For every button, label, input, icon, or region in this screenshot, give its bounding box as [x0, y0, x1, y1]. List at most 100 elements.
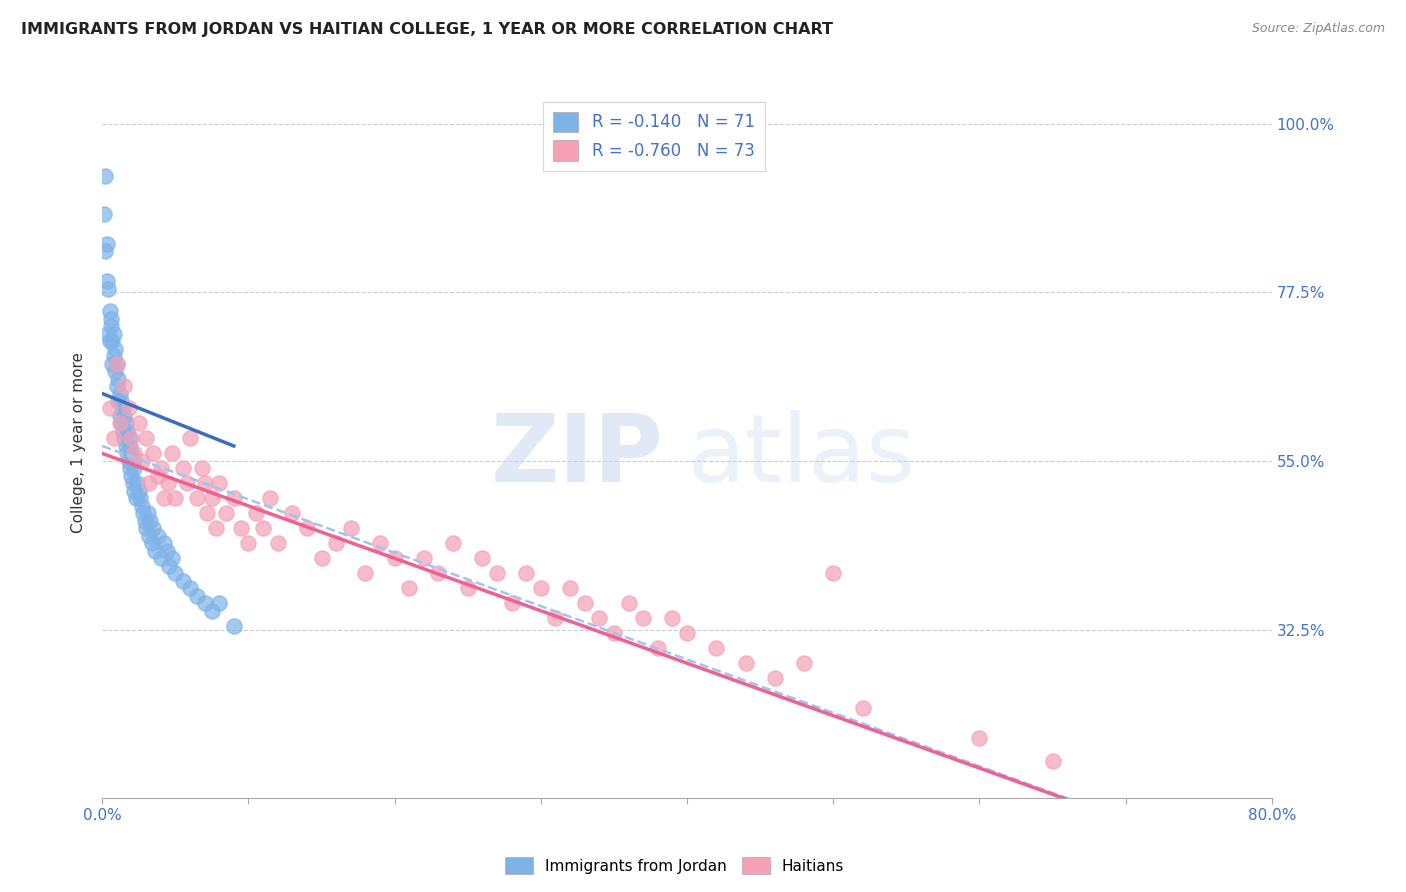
Point [98, 401, 121, 416]
Point [115, 424, 138, 438]
Point [142, 521, 165, 535]
Point [124, 483, 146, 498]
Point [120, 446, 142, 460]
Point [97, 326, 120, 341]
Point [281, 507, 304, 521]
Point [120, 432, 142, 446]
Point [122, 476, 145, 491]
Point [172, 574, 194, 588]
Point [558, 582, 581, 596]
Point [471, 551, 494, 566]
Point [661, 611, 683, 625]
Point [112, 379, 135, 393]
Point [110, 394, 132, 409]
Point [105, 357, 128, 371]
Point [105, 379, 128, 393]
Text: ZIP: ZIP [491, 410, 664, 502]
Point [515, 566, 537, 581]
Point [763, 671, 786, 685]
Point [114, 439, 136, 453]
Point [427, 566, 450, 581]
Point [100, 311, 122, 326]
Point [134, 514, 156, 528]
Point [110, 417, 132, 431]
Point [325, 536, 347, 550]
Point [135, 432, 157, 446]
Point [354, 566, 377, 581]
Point [132, 507, 155, 521]
Text: atlas: atlas [688, 410, 915, 502]
Point [179, 582, 201, 596]
Point [186, 589, 208, 603]
Text: Source: ZipAtlas.com: Source: ZipAtlas.com [1251, 22, 1385, 36]
Point [104, 342, 127, 356]
Point [384, 551, 406, 566]
Point [190, 461, 212, 475]
Point [103, 326, 125, 341]
Point [734, 657, 756, 671]
Point [131, 454, 153, 468]
Point [117, 454, 139, 468]
Point [676, 626, 699, 640]
Point [155, 544, 177, 558]
Point [129, 491, 152, 506]
Point [176, 476, 198, 491]
Point [201, 491, 224, 506]
Point [96, 236, 118, 251]
Point [530, 582, 553, 596]
Point [135, 521, 157, 535]
Point [152, 491, 174, 506]
Point [259, 491, 281, 506]
Point [117, 401, 139, 416]
Point [238, 536, 260, 550]
Point [193, 476, 215, 491]
Point [603, 626, 626, 640]
Point [179, 432, 201, 446]
Point [588, 611, 610, 625]
Y-axis label: College, 1 year or more: College, 1 year or more [72, 351, 86, 533]
Point [647, 641, 669, 656]
Point [127, 476, 149, 491]
Point [114, 417, 136, 431]
Point [544, 611, 567, 625]
Point [152, 536, 174, 550]
Point [162, 551, 184, 566]
Point [94, 169, 117, 184]
Point [111, 424, 134, 438]
Point [1042, 754, 1064, 768]
Point [162, 446, 184, 460]
Point [186, 491, 208, 506]
Point [215, 507, 238, 521]
Point [120, 469, 142, 483]
Point [172, 461, 194, 475]
Point [631, 611, 654, 625]
Point [141, 536, 163, 550]
Point [398, 582, 420, 596]
Point [142, 446, 165, 460]
Point [969, 731, 991, 746]
Point [143, 544, 166, 558]
Point [118, 439, 141, 453]
Point [793, 657, 815, 671]
Point [412, 551, 434, 566]
Point [146, 469, 169, 483]
Point [105, 357, 128, 371]
Point [107, 371, 129, 385]
Point [208, 596, 231, 610]
Point [245, 507, 267, 521]
Point [149, 461, 172, 475]
Point [149, 551, 172, 566]
Point [122, 454, 145, 468]
Point [131, 499, 153, 513]
Point [100, 319, 122, 334]
Point [117, 432, 139, 446]
Point [222, 491, 245, 506]
Point [704, 641, 727, 656]
Point [311, 551, 333, 566]
Point [104, 364, 127, 378]
Point [165, 566, 187, 581]
Point [94, 244, 117, 259]
Point [125, 491, 148, 506]
Point [98, 304, 121, 318]
Point [108, 417, 131, 431]
